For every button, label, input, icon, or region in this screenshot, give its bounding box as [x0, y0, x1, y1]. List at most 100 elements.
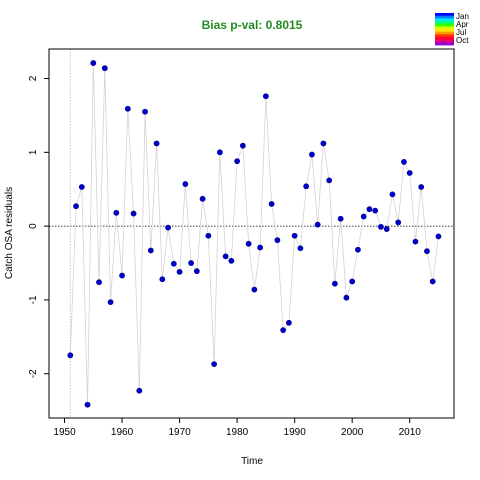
data-point	[234, 158, 241, 165]
data-point	[291, 232, 298, 239]
data-point	[159, 276, 166, 283]
data-point	[205, 232, 212, 239]
x-tick-label: 1990	[284, 427, 307, 438]
data-point	[193, 268, 200, 275]
legend-color-swatch	[435, 18, 454, 22]
data-point	[73, 203, 79, 210]
data-point	[211, 361, 218, 368]
data-point	[262, 93, 269, 100]
y-tick-label: 1	[28, 149, 39, 155]
data-point	[274, 237, 281, 244]
x-tick-label: 1970	[168, 427, 191, 438]
y-tick-label: 0	[28, 223, 39, 229]
data-point	[147, 247, 154, 254]
y-tick-label: -2	[28, 369, 39, 378]
data-point	[165, 224, 171, 231]
data-point	[378, 223, 384, 230]
y-tick-label: -1	[28, 295, 39, 304]
data-point	[245, 240, 252, 247]
data-point	[349, 278, 356, 285]
legend-color-swatch	[435, 23, 454, 27]
residual-connector-line	[69, 63, 439, 405]
data-point	[182, 181, 189, 187]
legend-label: Jan	[456, 12, 469, 21]
data-point	[303, 183, 310, 190]
data-point	[401, 159, 407, 165]
legend-label: Oct	[456, 36, 469, 45]
data-point	[170, 260, 177, 267]
data-point	[355, 246, 361, 253]
data-point	[107, 299, 114, 306]
data-point	[326, 177, 333, 184]
x-axis: 1950 1960 1970 1980 1990 2000 2010	[53, 418, 421, 438]
legend-color-swatch	[435, 29, 454, 33]
data-point	[429, 278, 436, 285]
data-point	[320, 140, 327, 147]
data-point	[412, 238, 419, 245]
data-point	[337, 215, 344, 222]
data-point	[332, 280, 338, 287]
data-point	[366, 206, 373, 213]
data-point	[96, 279, 102, 286]
data-point	[309, 151, 315, 158]
data-point	[136, 387, 143, 394]
data-point	[119, 272, 125, 279]
x-axis-label: Time	[241, 456, 263, 467]
data-point	[285, 319, 292, 326]
data-point	[389, 191, 396, 198]
legend-color-swatch	[435, 39, 454, 43]
legend-color-swatch	[435, 21, 454, 25]
data-point	[142, 108, 148, 115]
legend-color-swatch	[435, 26, 454, 30]
data-point	[297, 245, 304, 252]
data-point	[78, 184, 85, 190]
data-point	[113, 209, 120, 216]
data-point	[90, 60, 97, 66]
x-tick-label: 1980	[226, 427, 249, 438]
data-point	[251, 286, 258, 293]
data-point	[239, 142, 246, 149]
plot-frame	[48, 48, 455, 419]
legend-color-swatch	[435, 15, 454, 19]
data-point	[314, 221, 321, 228]
chart-title: Bias p-val: 0.8015	[202, 18, 303, 32]
data-point	[216, 149, 223, 156]
y-tick-label: 2	[28, 75, 39, 81]
legend-label: Jul	[456, 28, 466, 37]
series-connector-lines	[69, 63, 439, 405]
data-point	[424, 248, 430, 255]
data-point	[153, 140, 160, 147]
data-point	[406, 170, 413, 176]
data-point	[435, 233, 442, 240]
y-axis-label: Catch OSA residuals	[4, 187, 15, 279]
data-point	[176, 268, 183, 275]
data-points	[67, 60, 442, 408]
data-point	[383, 226, 390, 232]
legend-color-swatch	[435, 42, 454, 46]
legend-color-swatch	[435, 13, 454, 17]
x-tick-label: 1950	[53, 427, 76, 438]
x-tick-label: 2010	[399, 427, 422, 438]
data-point	[101, 65, 108, 72]
legend-color-swatch	[435, 37, 454, 41]
data-point	[343, 294, 350, 301]
data-point	[199, 195, 206, 202]
data-point	[418, 184, 425, 190]
data-point	[268, 201, 275, 207]
data-point	[67, 352, 74, 359]
x-tick-label: 1960	[111, 427, 134, 438]
data-point	[280, 327, 287, 334]
data-point	[130, 210, 137, 217]
data-point	[360, 213, 367, 220]
y-axis: -2 -1 0 1 2	[28, 75, 49, 378]
data-point	[257, 244, 264, 251]
data-point	[395, 219, 402, 226]
x-tick-label: 2000	[341, 427, 364, 438]
data-point	[372, 207, 379, 214]
data-point	[124, 105, 131, 112]
legend-color-swatch	[435, 34, 454, 38]
data-point	[188, 260, 194, 266]
data-point	[84, 401, 91, 408]
